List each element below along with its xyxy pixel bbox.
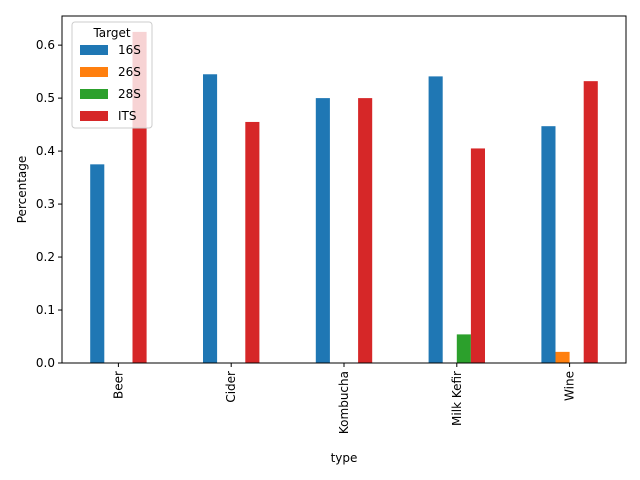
y-axis-ticks: 0.0 0.1 0.2 0.3 0.4 0.5 0.6 <box>36 38 62 370</box>
y-tick-label: 0.2 <box>36 250 55 264</box>
bar-its-milk-kefir <box>470 148 485 363</box>
legend-swatch <box>80 67 108 77</box>
x-tick-label: Cider <box>224 371 238 403</box>
x-axis-ticks: Beer Cider Kombucha Milk Kefir Wine <box>111 363 577 434</box>
legend-swatch <box>80 111 108 121</box>
y-tick-label: 0.4 <box>36 144 55 158</box>
bar-16s-cider <box>203 74 218 364</box>
y-tick-label: 0.0 <box>36 356 55 370</box>
legend-swatch <box>80 89 108 99</box>
x-tick-label: Kombucha <box>337 371 351 434</box>
y-tick-label: 0.1 <box>36 303 55 317</box>
y-tick-label: 0.5 <box>36 91 55 105</box>
y-axis-label: Percentage <box>15 156 29 224</box>
plot-frame <box>61 15 627 364</box>
y-tick-label: 0.6 <box>36 38 55 52</box>
bar-16s-wine <box>541 126 556 363</box>
bar-its-wine <box>583 81 598 363</box>
bar-16s-kombucha <box>315 98 330 364</box>
legend-title: Target <box>92 26 130 40</box>
bar-26s-wine <box>555 351 570 363</box>
legend-label: ITS <box>118 109 137 123</box>
bar-its-cider <box>245 121 260 363</box>
x-axis-label: type <box>331 451 358 465</box>
bar-16s-milk-kefir <box>428 76 443 363</box>
bar-28s-milk-kefir <box>456 334 471 363</box>
legend-items: 16S 26S 28S ITS <box>80 43 141 123</box>
y-tick-label: 0.3 <box>36 197 55 211</box>
legend-label: 26S <box>118 65 141 79</box>
legend-swatch <box>80 45 108 55</box>
legend-label: 28S <box>118 87 141 101</box>
x-tick-label: Beer <box>111 371 125 399</box>
legend-label: 16S <box>118 43 141 57</box>
bar-16s-beer <box>90 164 105 363</box>
x-tick-label: Wine <box>563 371 577 401</box>
x-tick-label: Milk Kefir <box>450 371 464 426</box>
legend: Target 16S 26S 28S ITS <box>71 21 153 129</box>
bar-its-kombucha <box>358 98 373 364</box>
